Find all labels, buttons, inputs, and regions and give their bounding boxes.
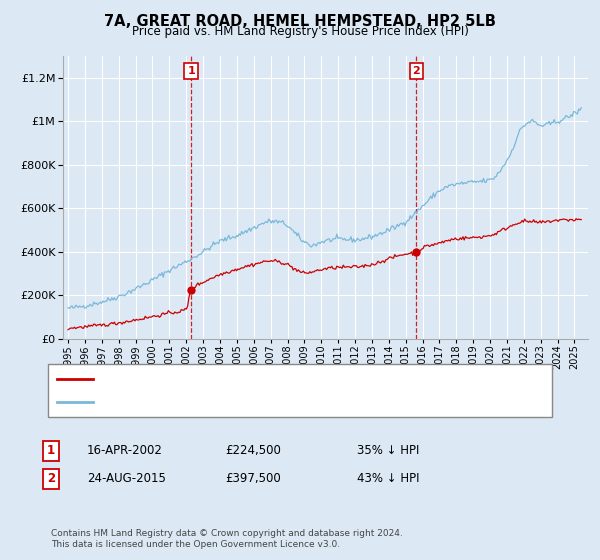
Text: 35% ↓ HPI: 35% ↓ HPI bbox=[357, 444, 419, 458]
Text: 43% ↓ HPI: 43% ↓ HPI bbox=[357, 472, 419, 486]
Text: Contains HM Land Registry data © Crown copyright and database right 2024.
This d: Contains HM Land Registry data © Crown c… bbox=[51, 529, 403, 549]
Text: HPI: Average price, detached house, Dacorum: HPI: Average price, detached house, Daco… bbox=[99, 397, 340, 407]
Text: £397,500: £397,500 bbox=[225, 472, 281, 486]
Text: 7A, GREAT ROAD, HEMEL HEMPSTEAD, HP2 5LB (detached house): 7A, GREAT ROAD, HEMEL HEMPSTEAD, HP2 5LB… bbox=[99, 374, 442, 384]
Text: 2: 2 bbox=[47, 472, 55, 486]
Text: Price paid vs. HM Land Registry's House Price Index (HPI): Price paid vs. HM Land Registry's House … bbox=[131, 25, 469, 38]
Text: 2: 2 bbox=[413, 66, 421, 76]
Text: 16-APR-2002: 16-APR-2002 bbox=[87, 444, 163, 458]
Text: 1: 1 bbox=[47, 444, 55, 458]
Text: 24-AUG-2015: 24-AUG-2015 bbox=[87, 472, 166, 486]
Text: 7A, GREAT ROAD, HEMEL HEMPSTEAD, HP2 5LB: 7A, GREAT ROAD, HEMEL HEMPSTEAD, HP2 5LB bbox=[104, 14, 496, 29]
Text: 1: 1 bbox=[187, 66, 195, 76]
Text: £224,500: £224,500 bbox=[225, 444, 281, 458]
